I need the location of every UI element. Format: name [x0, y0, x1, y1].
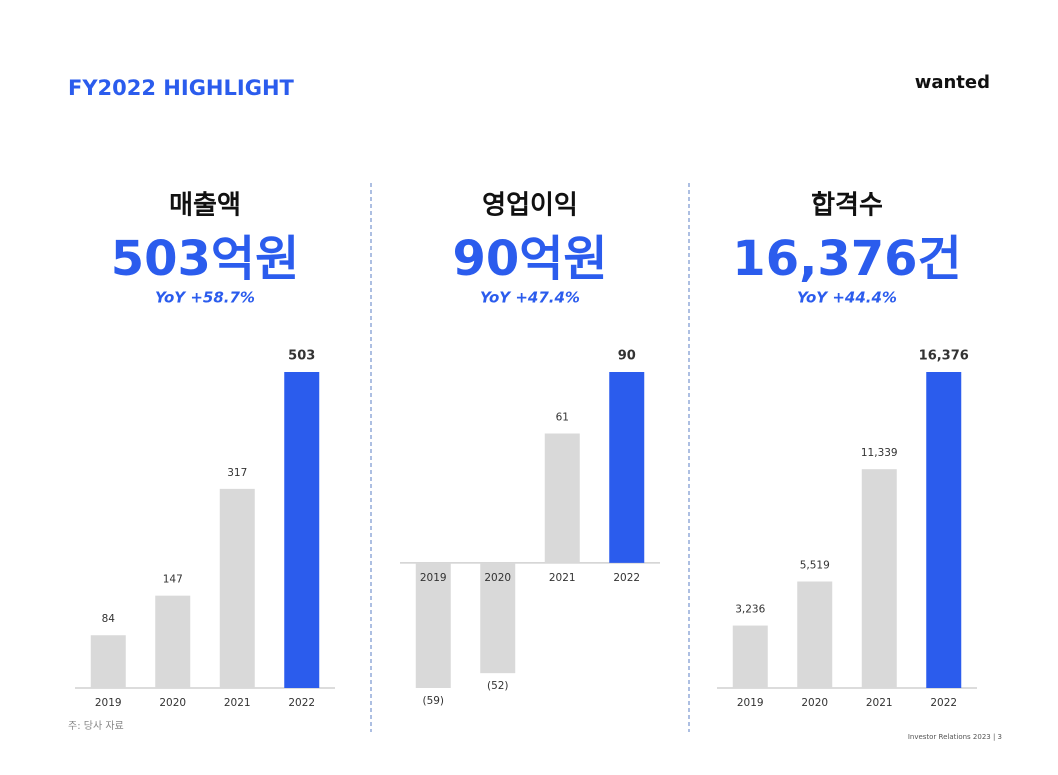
page-title: FY2022 HIGHLIGHT: [68, 76, 295, 100]
bar: [797, 581, 833, 688]
bar: [926, 372, 962, 688]
bar: [609, 372, 645, 563]
value-label: 147: [163, 574, 183, 586]
value-label: 84: [102, 613, 116, 625]
x-tick-label: 2022: [613, 572, 640, 584]
bar: [284, 372, 320, 688]
bar: [90, 635, 126, 688]
value-label: 5,519: [800, 560, 830, 572]
chart-title: 매출액: [169, 191, 241, 221]
headline: 16,376건: [732, 231, 961, 287]
subtitle: YoY +58.7%: [155, 289, 255, 307]
bar: [155, 595, 191, 688]
x-tick-label: 2020: [484, 572, 511, 584]
x-tick-label: 2019: [95, 697, 122, 709]
value-label: 503: [288, 349, 315, 364]
value-label: (52): [487, 680, 509, 692]
footer: Investor Relations 2023 | 3: [908, 733, 1002, 741]
subtitle: YoY +44.4%: [797, 289, 897, 307]
headline: 503억원: [111, 231, 300, 287]
value-label: (59): [422, 695, 444, 707]
headline: 90억원: [452, 231, 607, 287]
bar: [415, 562, 451, 688]
bar: [732, 625, 768, 688]
value-label: 61: [556, 412, 569, 424]
logo: wanted: [915, 72, 990, 93]
value-label: 16,376: [919, 349, 969, 364]
x-tick-label: 2021: [866, 697, 893, 709]
value-label: 3,236: [735, 604, 765, 616]
bar: [480, 562, 516, 674]
x-tick-label: 2021: [224, 697, 251, 709]
x-tick-label: 2019: [737, 697, 764, 709]
footnote: 주: 당사 자료: [68, 720, 124, 732]
bar: [544, 433, 580, 563]
bar: [219, 488, 255, 688]
x-tick-label: 2021: [549, 572, 576, 584]
chart-title: 합격수: [811, 191, 883, 221]
subtitle: YoY +47.4%: [480, 289, 580, 307]
x-tick-label: 2020: [159, 697, 186, 709]
x-tick-label: 2019: [420, 572, 447, 584]
bar: [861, 469, 897, 688]
x-tick-label: 2022: [930, 697, 957, 709]
value-label: 317: [227, 467, 247, 479]
chart-title: 영업이익: [482, 191, 578, 221]
x-tick-label: 2020: [801, 697, 828, 709]
value-label: 90: [618, 349, 636, 364]
value-label: 11,339: [861, 447, 898, 459]
x-tick-label: 2022: [288, 697, 315, 709]
